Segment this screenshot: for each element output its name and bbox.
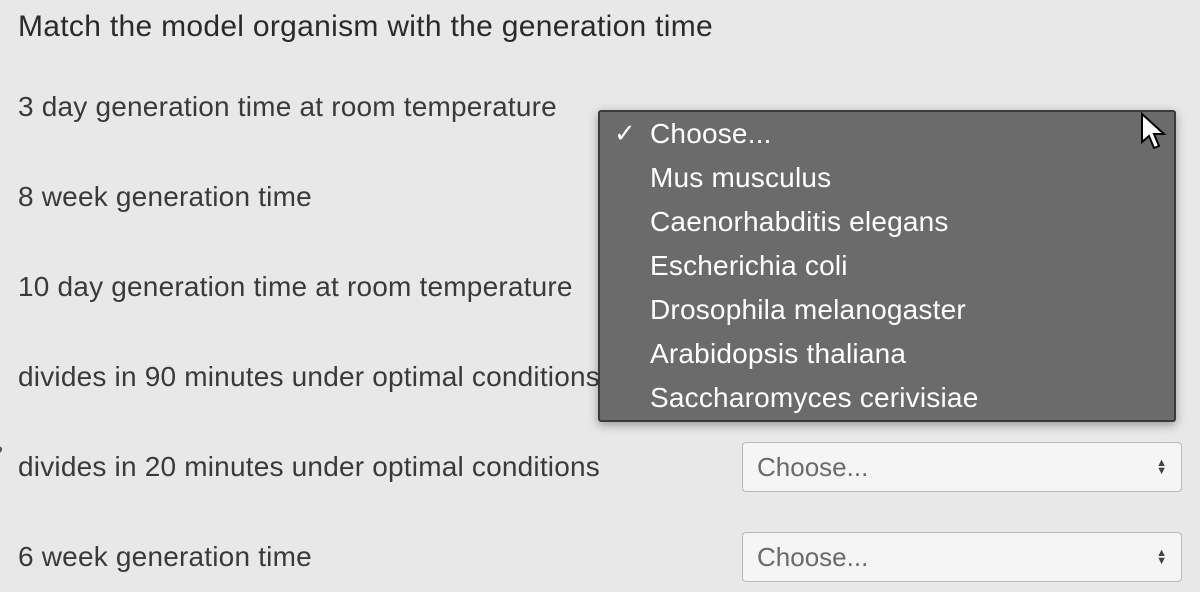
dropdown-option-escherichia-coli[interactable]: Escherichia coli <box>600 244 1174 288</box>
cursor-icon <box>1140 112 1170 152</box>
select-organism[interactable]: Choose... ▲▼ <box>742 442 1182 492</box>
select-placeholder: Choose... <box>757 452 868 483</box>
dropdown-option-saccharomyces-cerivisiae[interactable]: Saccharomyces cerivisiae <box>600 376 1174 420</box>
select-arrows-icon: ▲▼ <box>1156 549 1167 565</box>
select-arrows-icon: ▲▼ <box>1156 459 1167 475</box>
question-title: Match the model organism with the genera… <box>18 10 1182 44</box>
dropdown-option-caenorhabditis-elegans[interactable]: Caenorhabditis elegans <box>600 200 1174 244</box>
bullet-mark-icon: • <box>0 434 3 465</box>
dropdown-option-label: Arabidopsis thaliana <box>650 338 906 369</box>
prompt-text: 6 week generation time <box>18 541 722 573</box>
prompt-text: divides in 20 minutes under optimal cond… <box>18 451 722 483</box>
dropdown-option-label: Drosophila melanogaster <box>650 294 966 325</box>
match-row: divides in 20 minutes under optimal cond… <box>18 442 1182 492</box>
dropdown-option-arabidopsis-thaliana[interactable]: Arabidopsis thaliana <box>600 332 1174 376</box>
match-row: 6 week generation time Choose... ▲▼ <box>18 532 1182 582</box>
dropdown-option-label: Choose... <box>650 118 772 149</box>
select-placeholder: Choose... <box>757 542 868 573</box>
dropdown-option-mus-musculus[interactable]: Mus musculus <box>600 156 1174 200</box>
dropdown-option-choose[interactable]: Choose... <box>600 112 1174 156</box>
dropdown-option-label: Escherichia coli <box>650 250 848 281</box>
dropdown-option-label: Caenorhabditis elegans <box>650 206 949 237</box>
dropdown-option-label: Mus musculus <box>650 162 831 193</box>
dropdown-option-label: Saccharomyces cerivisiae <box>650 382 978 413</box>
dropdown-option-drosophila-melanogaster[interactable]: Drosophila melanogaster <box>600 288 1174 332</box>
select-organism[interactable]: Choose... ▲▼ <box>742 532 1182 582</box>
dropdown-menu: Choose... Mus musculus Caenorhabditis el… <box>598 110 1176 422</box>
